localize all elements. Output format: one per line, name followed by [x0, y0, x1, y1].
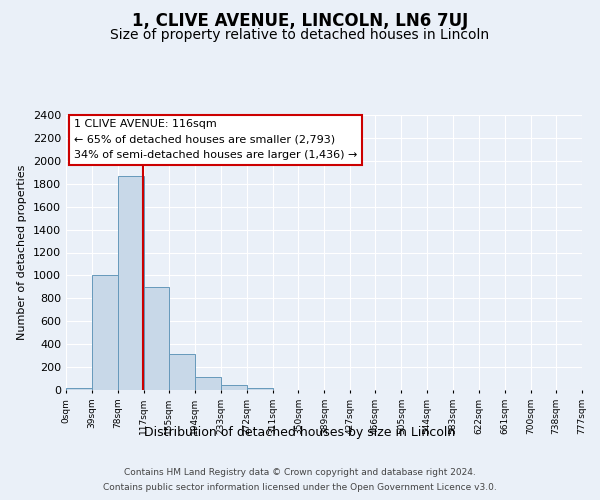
Bar	[195, 378, 221, 390]
Bar	[143, 287, 169, 390]
Bar	[169, 354, 195, 390]
Text: 1, CLIVE AVENUE, LINCOLN, LN6 7UJ: 1, CLIVE AVENUE, LINCOLN, LN6 7UJ	[132, 12, 468, 30]
Bar	[247, 388, 272, 390]
Text: 1 CLIVE AVENUE: 116sqm
← 65% of detached houses are smaller (2,793)
34% of semi-: 1 CLIVE AVENUE: 116sqm ← 65% of detached…	[74, 119, 357, 160]
Bar	[66, 388, 92, 390]
Text: Contains HM Land Registry data © Crown copyright and database right 2024.: Contains HM Land Registry data © Crown c…	[124, 468, 476, 477]
Text: Size of property relative to detached houses in Lincoln: Size of property relative to detached ho…	[110, 28, 490, 42]
Text: Contains public sector information licensed under the Open Government Licence v3: Contains public sector information licen…	[103, 483, 497, 492]
Y-axis label: Number of detached properties: Number of detached properties	[17, 165, 28, 340]
Text: Distribution of detached houses by size in Lincoln: Distribution of detached houses by size …	[145, 426, 455, 439]
Bar	[92, 276, 118, 390]
Bar	[118, 176, 143, 390]
Bar	[221, 385, 247, 390]
